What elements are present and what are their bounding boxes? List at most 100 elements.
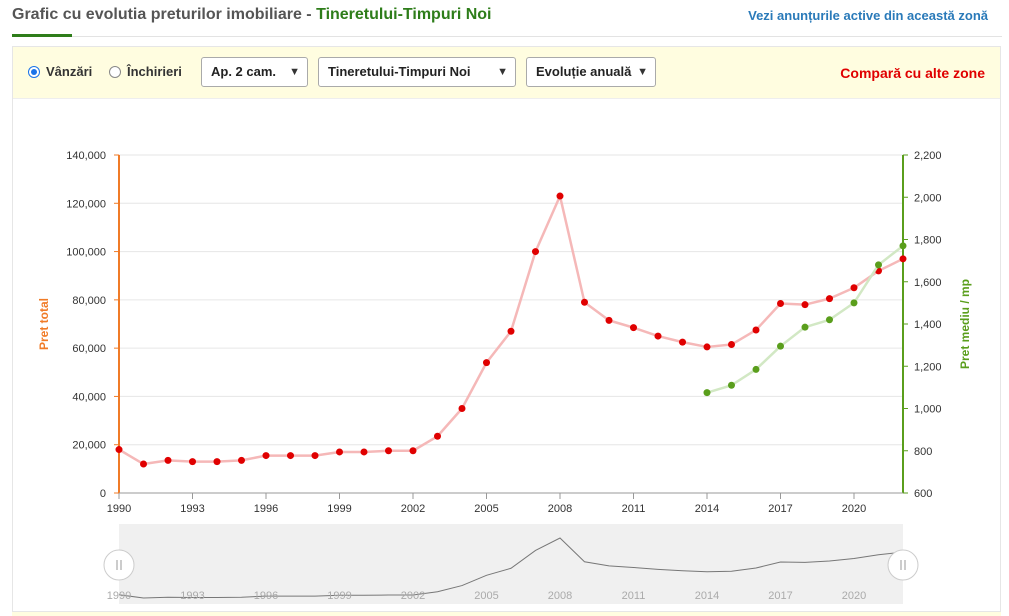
radio-sales-label: Vânzări (46, 64, 93, 79)
zone-select[interactable]: Tineretului-Timpuri Noi ▼ (318, 57, 516, 87)
total-price-point (336, 448, 343, 456)
total-price-point (189, 458, 196, 466)
total-price-point (287, 452, 294, 460)
total-price-point (630, 324, 637, 332)
total-price-point (605, 316, 613, 324)
sqm-price-point (850, 299, 858, 307)
chevron-down-icon: ▼ (497, 66, 508, 78)
rooms-select[interactable]: Ap. 2 cam. ▼ (201, 57, 308, 87)
y-axis-ticks: 0 20,000 40,000 60,000 80,000 100,000 120,000 1… (66, 150, 119, 500)
total-price-point (752, 326, 760, 334)
radio-rent-dot[interactable] (109, 65, 121, 78)
total-price-point (360, 448, 368, 456)
navigator-tick-label: 2008 (548, 590, 572, 602)
total-price-point (654, 332, 662, 340)
y-tick-label: 140,000 (66, 150, 106, 162)
series-layer (115, 192, 907, 468)
navigator-tick-label: 2011 (622, 590, 646, 602)
radio-sales-dot[interactable] (28, 65, 40, 78)
sqm-price-line (706, 244, 904, 394)
sqm-price-point (703, 389, 711, 397)
y-axis-title: Pret total (37, 298, 51, 350)
sqm-price-point (728, 381, 735, 389)
navigator-tick-label: 2002 (401, 590, 425, 602)
title-zone: Tineretului-Timpuri Noi (316, 6, 492, 23)
navigator-tick-label: 1999 (327, 590, 351, 602)
navigator-tick-label: 1996 (254, 590, 278, 602)
total-price-point (311, 452, 319, 460)
total-price-point (238, 456, 245, 464)
y2-tick-label: 1,200 (914, 361, 942, 373)
page-title: Grafic cu evolutia preturilor imobiliare… (12, 6, 492, 24)
y2-tick-label: 2,000 (914, 192, 942, 204)
active-ads-link[interactable]: Vezi anunțurile active din această zonă (748, 8, 988, 23)
navigator-tick-label: 1993 (180, 590, 204, 602)
evolution-select-value: Evoluție anuală (536, 64, 632, 79)
x-tick-label: 2005 (474, 503, 498, 515)
zone-select-value: Tineretului-Timpuri Noi (328, 64, 471, 79)
title-bar: Grafic cu evolutia preturilor imobiliare… (12, 0, 1002, 37)
rooms-select-value: Ap. 2 cam. (211, 64, 277, 79)
y-tick-label: 100,000 (66, 247, 106, 259)
title-prefix: Grafic cu evolutia preturilor imobiliare… (12, 6, 317, 23)
title-underline (12, 34, 72, 37)
x-axis-ticks: 1990 1993 1996 1999 2002 2005 2008 2011 2014 2017… (107, 493, 866, 515)
navigator[interactable]: 1990 1993 1996 1999 2002 2005 2008 2011 2014 2017… (103, 524, 919, 604)
y2-tick-label: 800 (914, 446, 932, 458)
navigator-tick-label: 2017 (768, 590, 792, 602)
total-price-point (483, 359, 490, 367)
chart-panel: Vânzări Închirieri Ap. 2 cam. ▼ Tineretu… (12, 46, 1001, 612)
x-tick-label: 2008 (548, 503, 572, 515)
y-tick-label: 40,000 (72, 391, 106, 403)
sqm-price-point (777, 342, 784, 350)
x-tick-label: 1990 (107, 503, 131, 515)
x-tick-label: 2020 (842, 503, 866, 515)
total-price-point (385, 447, 392, 455)
y-tick-label: 20,000 (72, 440, 106, 452)
radio-rent-label: Închirieri (127, 64, 182, 79)
sqm-price-point (801, 323, 809, 331)
evolution-select[interactable]: Evoluție anuală ▼ (526, 57, 656, 87)
total-price-point (115, 446, 123, 454)
total-price-point (556, 192, 564, 200)
total-price-point (826, 295, 833, 303)
bottom-strip (12, 612, 1001, 616)
y2-tick-label: 1,600 (914, 277, 942, 289)
chevron-down-icon: ▼ (289, 66, 300, 78)
navigator-handle-left[interactable] (103, 549, 135, 581)
y-tick-label: 0 (100, 488, 106, 500)
radio-sales[interactable]: Vânzări (28, 64, 92, 79)
total-price-point (581, 298, 588, 306)
navigator-handle-right[interactable] (887, 549, 919, 581)
navigator-series-line (118, 537, 904, 599)
total-price-point (532, 248, 539, 256)
total-price-point (777, 299, 784, 307)
x-tick-label: 2011 (622, 503, 646, 515)
x-tick-label: 1993 (180, 503, 204, 515)
y2-tick-label: 1,800 (914, 235, 942, 247)
total-price-point (458, 405, 466, 412)
compare-zones-link[interactable]: Compară cu alte zone (840, 65, 985, 81)
controls-bar: Vânzări Închirieri Ap. 2 cam. ▼ Tineretu… (13, 47, 1000, 99)
y2-axis-ticks: 600 800 1,000 1,200 1,400 1,600 1,800 2,000 2,20… (903, 150, 942, 500)
total-price-point (507, 327, 515, 335)
navigator-tick-label: 1990 (107, 590, 131, 602)
x-tick-label: 1999 (327, 503, 351, 515)
y2-tick-label: 600 (914, 488, 932, 500)
total-price-point (679, 338, 686, 346)
y-tick-label: 80,000 (72, 295, 106, 307)
navigator-tick-label: 2014 (695, 590, 719, 602)
total-price-point (899, 255, 907, 263)
x-tick-label: 2014 (695, 503, 719, 515)
total-price-point (262, 452, 270, 460)
chevron-down-icon: ▼ (637, 66, 648, 78)
total-price-point (140, 460, 147, 468)
sqm-price-point (752, 365, 760, 373)
radio-rent[interactable]: Închirieri (109, 64, 182, 79)
total-price-point (703, 343, 711, 351)
y2-tick-label: 2,200 (914, 150, 942, 162)
y2-tick-label: 1,000 (914, 404, 942, 416)
total-price-point (213, 458, 221, 466)
total-price-point (434, 432, 441, 440)
